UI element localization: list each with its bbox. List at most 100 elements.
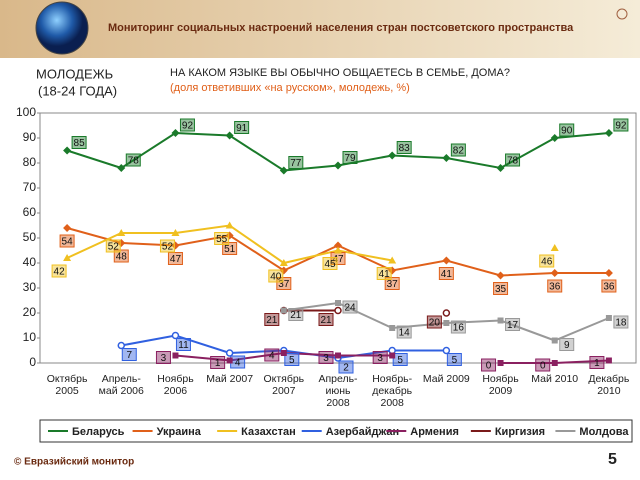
y-tick-label: 70 <box>23 180 37 194</box>
point <box>551 360 558 366</box>
point <box>225 221 234 229</box>
legend-label: Армения <box>410 426 459 438</box>
chart-subtitle: (доля ответивших «на русском», молодежь,… <box>170 82 410 94</box>
point <box>279 266 288 275</box>
y-tick-label: 80 <box>23 155 37 169</box>
data-label-box <box>613 315 629 329</box>
header-band <box>0 0 640 58</box>
data-label: 78 <box>128 156 140 167</box>
point <box>117 341 126 350</box>
data-label: 40 <box>270 272 282 283</box>
legend-label: Молдова <box>579 426 629 438</box>
data-label-box <box>276 277 292 290</box>
x-tick-label: Апрель- май 2006 <box>98 373 144 397</box>
legend-label: Казахстан <box>241 426 296 438</box>
point <box>389 352 396 359</box>
data-label-box <box>318 351 334 364</box>
point <box>334 241 342 250</box>
data-label: 55 <box>216 234 228 245</box>
data-label: 24 <box>344 303 356 314</box>
data-label-box <box>539 254 555 268</box>
data-label: 37 <box>278 279 290 290</box>
y-tick-label: 100 <box>16 105 36 119</box>
data-label-box <box>214 232 230 245</box>
data-label-box <box>71 136 87 149</box>
nav-button[interactable] <box>616 8 628 20</box>
data-label: 0 <box>486 361 492 372</box>
data-label-box <box>264 348 280 362</box>
x-tick-label: Ноябрь 2009 <box>482 373 519 397</box>
data-label-box <box>505 318 521 331</box>
point <box>335 300 341 306</box>
point <box>117 229 126 236</box>
point <box>388 266 397 275</box>
legend-label: Азербайджан <box>326 426 399 438</box>
data-label: 21 <box>320 315 332 326</box>
page-number: 5 <box>608 451 617 468</box>
data-label-box <box>318 313 334 326</box>
group-label: МОЛОДЕЖЬ <box>36 66 113 81</box>
data-label: 78 <box>507 156 519 167</box>
point <box>225 349 234 357</box>
data-label-box <box>167 252 183 265</box>
data-label-box <box>59 234 75 248</box>
data-label: 16 <box>453 323 465 334</box>
header-title: Мониторинг социальных настроений населен… <box>108 22 574 34</box>
data-label-box <box>288 308 304 321</box>
data-label: 3 <box>161 353 167 364</box>
y-tick-label: 60 <box>23 205 37 219</box>
data-label: 1 <box>215 358 221 369</box>
data-label-box <box>222 242 238 255</box>
data-label: 18 <box>615 318 627 329</box>
point <box>279 166 288 175</box>
data-label-box <box>372 351 388 364</box>
data-label: 54 <box>62 237 74 248</box>
data-label-box <box>396 141 412 154</box>
data-label-box <box>234 121 250 134</box>
point <box>63 224 72 232</box>
data-label: 4 <box>235 358 241 369</box>
data-label-box <box>210 356 226 369</box>
data-label: 1 <box>594 358 600 369</box>
x-tick-label: Май 2009 <box>422 373 470 385</box>
data-label-box <box>288 156 304 169</box>
data-label: 47 <box>170 254 182 265</box>
data-label: 3 <box>377 353 383 364</box>
point <box>225 131 234 140</box>
data-label: 21 <box>290 310 302 321</box>
data-label-box <box>121 348 137 361</box>
data-label-box <box>547 279 563 293</box>
data-label-box <box>322 257 338 270</box>
point <box>334 306 342 315</box>
data-label: 37 <box>387 279 399 290</box>
point <box>496 271 505 280</box>
data-label: 52 <box>162 242 174 253</box>
point <box>388 256 397 264</box>
data-label-box <box>392 353 408 366</box>
data-label-box <box>601 279 617 293</box>
data-label: 2 <box>343 363 349 374</box>
x-tick-label: Октябрь 2005 <box>46 373 88 397</box>
point <box>117 239 126 247</box>
point <box>335 352 341 359</box>
point <box>442 346 451 355</box>
data-label: 85 <box>74 138 86 149</box>
data-label: 35 <box>495 284 507 295</box>
data-label-box <box>179 118 195 132</box>
data-label: 90 <box>561 126 573 137</box>
point <box>442 309 451 317</box>
chart-title: НА КАКОМ ЯЗЫКЕ ВЫ ОБЫЧНО ОБЩАЕТЕСЬ В СЕМ… <box>170 67 510 79</box>
point <box>171 229 180 236</box>
legend-label: Украина <box>157 426 202 438</box>
point <box>550 134 559 142</box>
data-label-box <box>175 338 191 351</box>
point <box>550 269 559 277</box>
data-label-box <box>589 356 605 369</box>
data-label: 52 <box>108 242 120 253</box>
x-tick-label: Декабрь 2010 <box>588 373 630 397</box>
data-label-box <box>613 118 629 132</box>
x-tick-label: Ноябрь 2006 <box>157 373 194 397</box>
point <box>551 337 558 344</box>
legend-box <box>39 419 633 443</box>
data-label: 92 <box>615 121 627 132</box>
